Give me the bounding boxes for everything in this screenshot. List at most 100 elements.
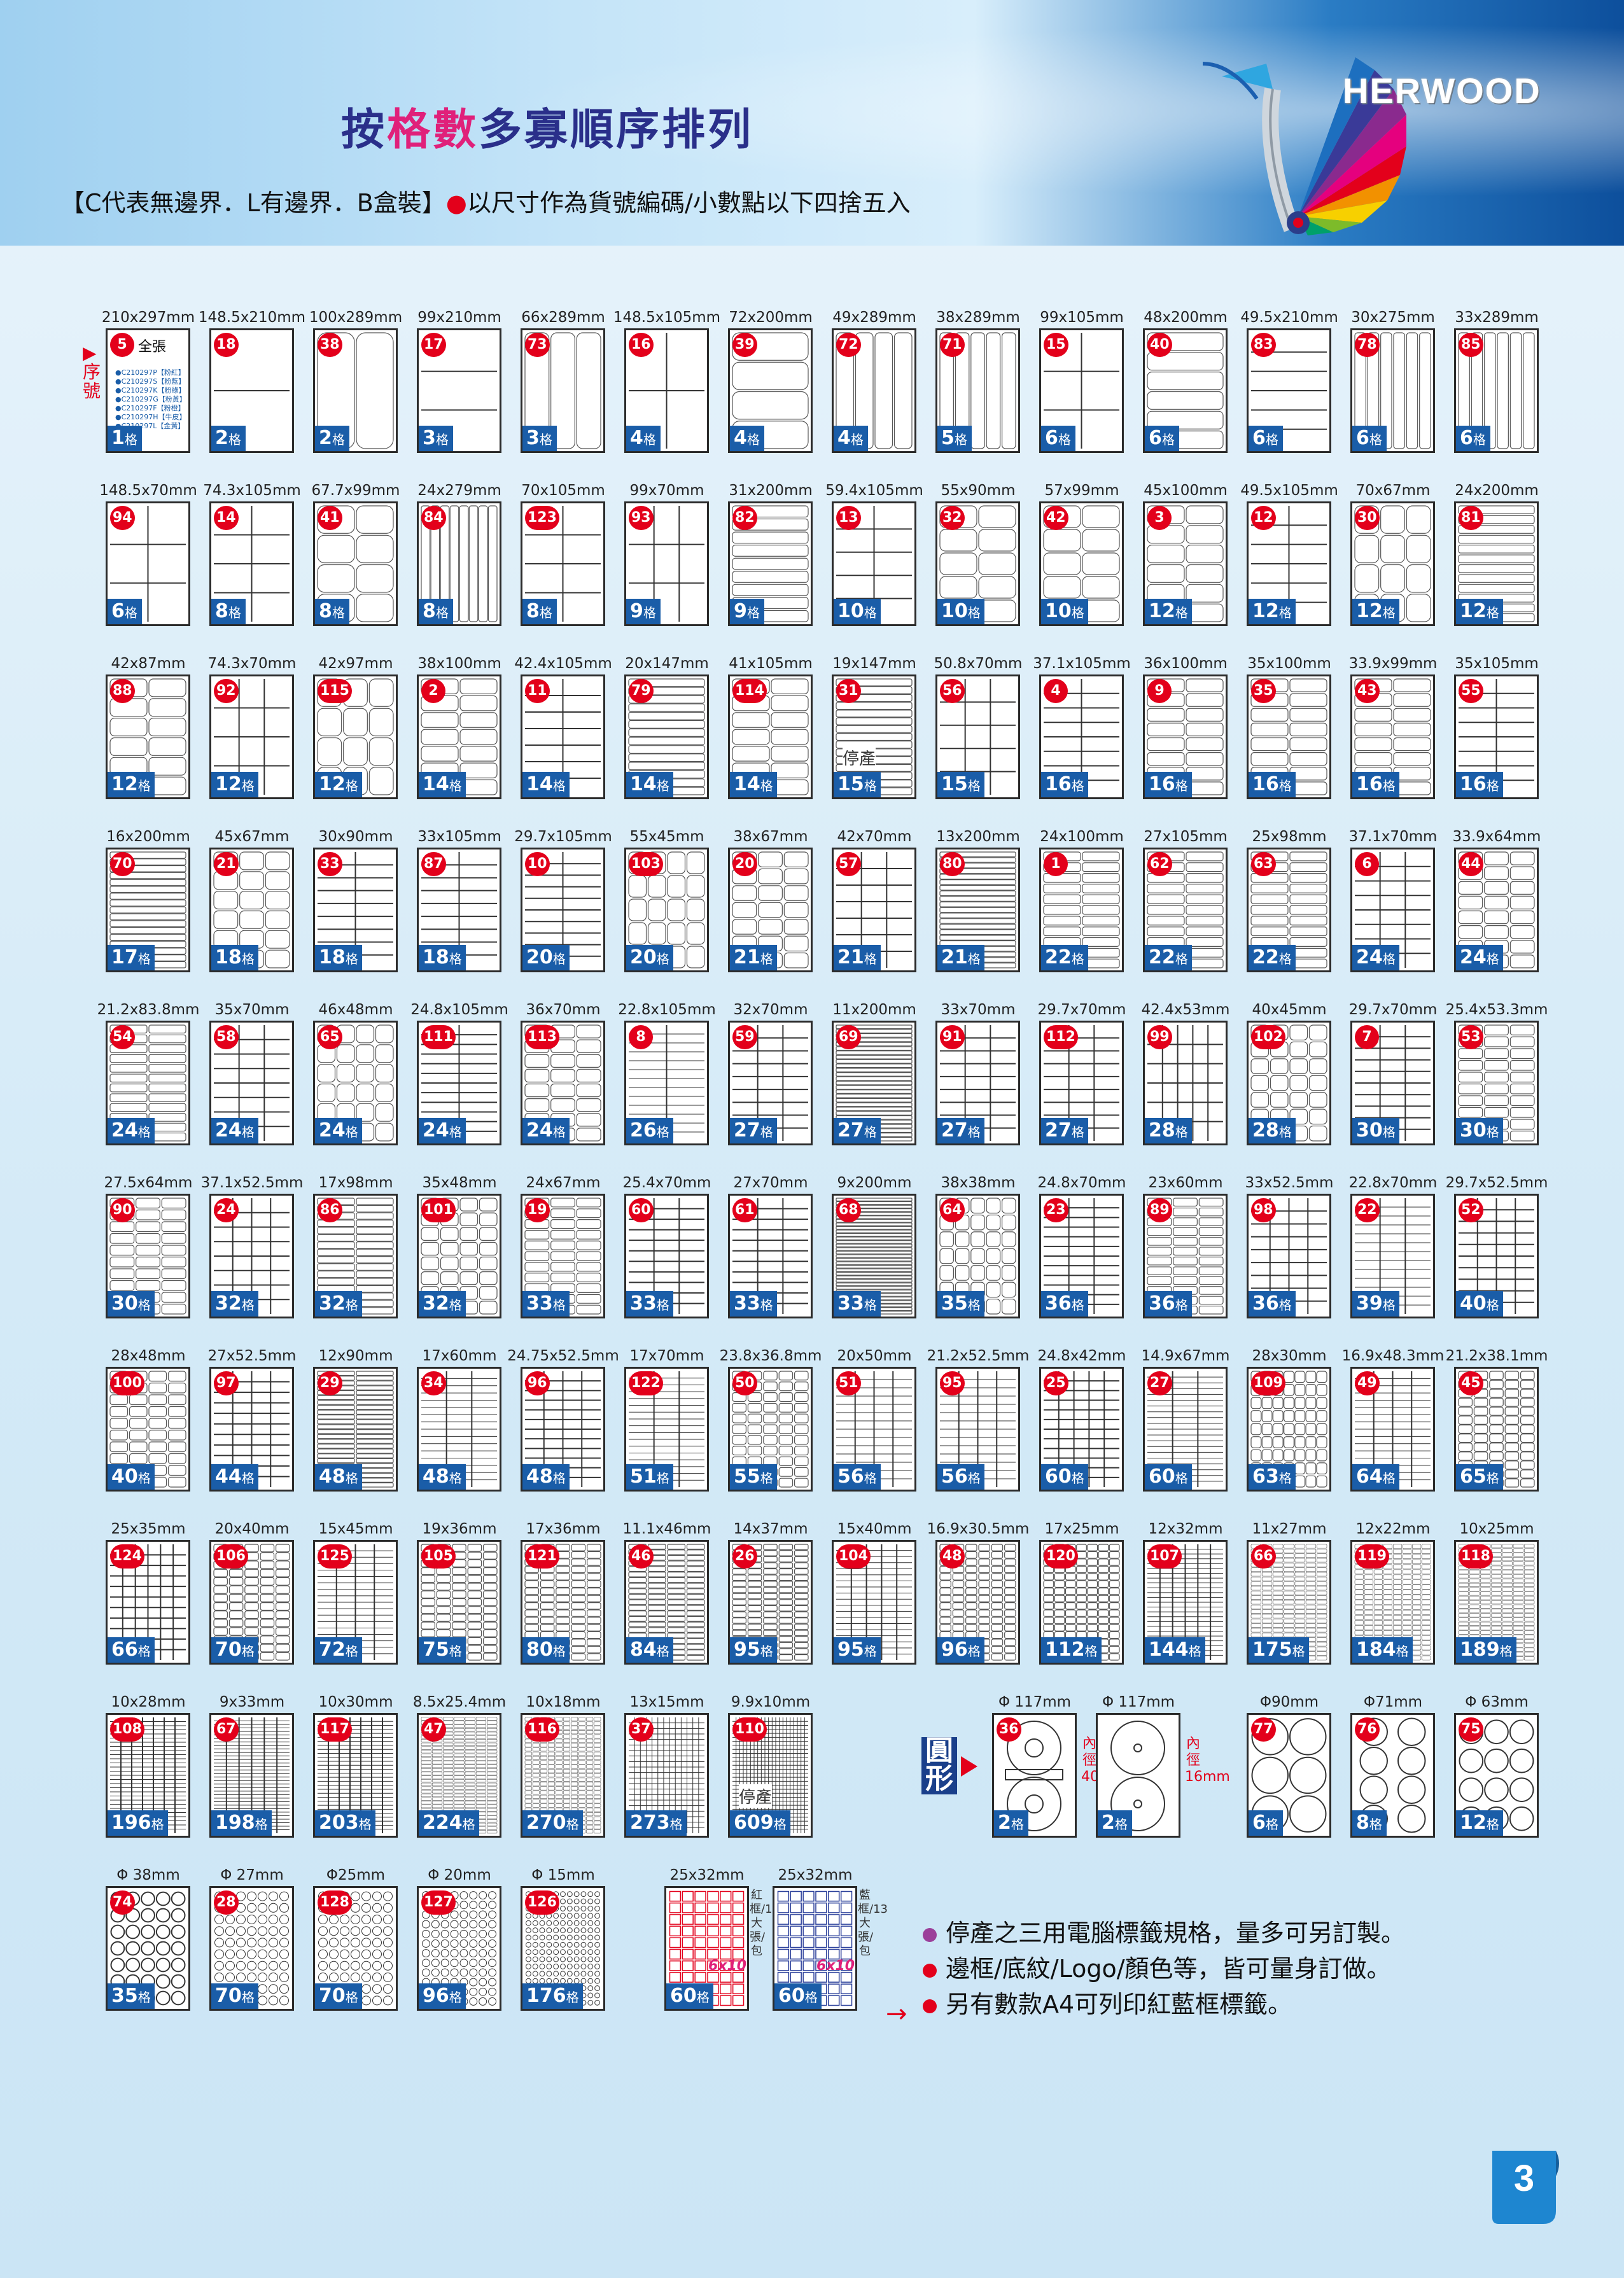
- page-tab-icon: [1492, 2151, 1559, 2224]
- label-count-unit: 格: [137, 1471, 151, 1486]
- label-count: 12: [215, 773, 242, 795]
- label-count-unit: 格: [760, 1297, 773, 1313]
- label-size: 17x60mm: [422, 1348, 497, 1364]
- serial-badge: 68: [836, 1198, 861, 1222]
- label-count-tag: 15格: [937, 772, 984, 797]
- label-count-tag: 24格: [1456, 945, 1503, 970]
- label-count-tag: 198格: [211, 1810, 272, 1836]
- label-sheet-preview: 100 40格: [106, 1367, 190, 1492]
- label-layout-drawing: [939, 505, 1016, 622]
- serial-badge: 96: [525, 1371, 550, 1395]
- label-sheet-preview: 18 2格: [209, 328, 294, 453]
- label-spec-card: 55x45mm 103 20格: [619, 828, 715, 981]
- serial-badge: 9: [1147, 679, 1172, 703]
- label-sheet-preview: 38 2格: [313, 328, 398, 453]
- label-count-tag: 6格: [1456, 426, 1490, 451]
- label-sheet-preview: 103 20格: [624, 848, 709, 972]
- label-size: 37.1x52.5mm: [200, 1175, 304, 1191]
- label-spec-card: 16x200mm 70 17格: [101, 828, 196, 981]
- note-text: 邊框/底紋/Logo/顏色等，皆可量身訂做。: [946, 1955, 1391, 1983]
- label-sheet-preview: 80 21格: [935, 848, 1020, 972]
- label-count-tag: 36格: [1041, 1291, 1088, 1317]
- label-spec-card: 23.8x36.8mm 50 55格: [720, 1348, 822, 1500]
- label-spec-card: 19x147mm 31 停產 15格: [827, 655, 922, 808]
- label-sheet-preview: 21 18格: [209, 848, 294, 972]
- label-size: 33x70mm: [941, 1002, 1016, 1018]
- label-count: 72: [319, 1639, 346, 1661]
- serial-badge: 29: [318, 1371, 342, 1395]
- label-spec-card: 100x289mm 38 2格: [308, 309, 403, 462]
- label-spec-card: 23x60mm 89 36格: [1138, 1175, 1233, 1327]
- serial-badge: 36: [997, 1717, 1021, 1742]
- label-count: 3: [526, 427, 540, 449]
- label-size: 24x67mm: [526, 1175, 601, 1191]
- label-sheet-preview: 95 56格: [935, 1367, 1020, 1492]
- label-sheet-preview: 104 95格: [832, 1540, 916, 1665]
- label-count-tag: 30格: [1352, 1118, 1399, 1143]
- label-sheet-preview: 87 18格: [417, 848, 501, 972]
- label-layout-drawing: [421, 1025, 497, 1141]
- serial-badge: 42: [1044, 506, 1068, 530]
- label-size: 31x200mm: [729, 482, 813, 499]
- label-sheet-preview: 55 16格: [1454, 674, 1539, 799]
- note-text: 另有數款A4可列印紅藍框標籤。: [946, 1990, 1292, 2018]
- label-count-unit: 格: [967, 1471, 981, 1486]
- serial-badge: 25: [1044, 1371, 1068, 1395]
- label-count-unit: 格: [643, 605, 656, 620]
- label-spec-card: 25.4x70mm 60 33格: [619, 1175, 715, 1327]
- label-spec-card: 21.2x83.8mm 54 24格: [97, 1002, 199, 1154]
- label-size: 12x90mm: [318, 1348, 393, 1364]
- label-sheet-preview: 84 8格: [417, 501, 501, 626]
- label-count: 60: [1045, 1465, 1072, 1488]
- label-size: 9x33mm: [219, 1694, 285, 1710]
- label-sheet-preview: 64 35格: [935, 1194, 1020, 1318]
- serial-badge: 86: [318, 1198, 342, 1222]
- label-count: 20: [526, 946, 553, 968]
- label-spec-card: 12x90mm 29 48格: [308, 1348, 403, 1500]
- label-sheet-preview: 17 3格: [417, 328, 501, 453]
- label-size: Φ25mm: [326, 1867, 386, 1883]
- label-count-unit: 格: [864, 1297, 877, 1313]
- label-size: 24.8x42mm: [1037, 1348, 1126, 1364]
- label-count: 60: [1149, 1465, 1175, 1488]
- label-size: 10x28mm: [111, 1694, 186, 1710]
- label-spec-card: 50.8x70mm 56 15格: [930, 655, 1026, 808]
- label-count-unit: 格: [1071, 778, 1084, 793]
- serial-badge: 64: [940, 1198, 965, 1222]
- label-spec-card: 27x52.5mm 97 44格: [204, 1348, 300, 1500]
- label-sheet-preview: 83 6格: [1247, 328, 1331, 453]
- label-size: 14.9x67mm: [1141, 1348, 1230, 1364]
- label-size: 99x105mm: [1040, 309, 1124, 326]
- label-spec-card: 15x45mm 125 72格: [308, 1521, 403, 1674]
- label-sheet-preview: 109 63格: [1247, 1367, 1331, 1492]
- label-size: 33x52.5mm: [1245, 1175, 1334, 1191]
- color-code: ●C210297P【粉紅】: [115, 368, 185, 377]
- label-count-unit: 格: [1071, 605, 1084, 620]
- label-count: 12: [1460, 1812, 1487, 1834]
- label-count-unit: 格: [241, 1297, 255, 1313]
- serial-badge: 75: [1459, 1717, 1483, 1742]
- label-spec-card: 55x90mm 32 10格: [930, 482, 1026, 635]
- label-spec-card: 36x100mm 9 16格: [1138, 655, 1233, 808]
- label-sheet-preview: 36 2格: [992, 1713, 1077, 1838]
- label-size: 11.1x46mm: [622, 1521, 711, 1537]
- label-size: 16x200mm: [106, 828, 190, 845]
- label-spec-card: 35x100mm 35 16格: [1242, 655, 1337, 808]
- label-sheet-preview: 79 14格: [624, 674, 709, 799]
- label-size: 29.7x52.5mm: [1445, 1175, 1548, 1191]
- serial-badge: 51: [836, 1371, 861, 1395]
- label-spec-card: 17x60mm 34 48格: [412, 1348, 507, 1500]
- label-count-unit: 格: [1486, 1297, 1499, 1313]
- serial-badge: 71: [940, 333, 965, 357]
- label-count-unit: 格: [552, 1644, 566, 1659]
- label-spec-card: 12x32mm 107 144格: [1138, 1521, 1233, 1674]
- label-spec-card: 49.5x210mm 83 6格: [1240, 309, 1338, 462]
- label-sheet-preview: 43 16格: [1350, 674, 1435, 799]
- label-count: 33: [526, 1292, 553, 1315]
- label-count: 20: [630, 946, 657, 968]
- label-sheet-preview: 25 60格: [1039, 1367, 1124, 1492]
- label-count: 27: [941, 1119, 968, 1142]
- label-count-tag: 184格: [1352, 1637, 1413, 1663]
- label-sheet-preview: 46 84格: [624, 1540, 709, 1665]
- label-count: 14: [526, 773, 553, 795]
